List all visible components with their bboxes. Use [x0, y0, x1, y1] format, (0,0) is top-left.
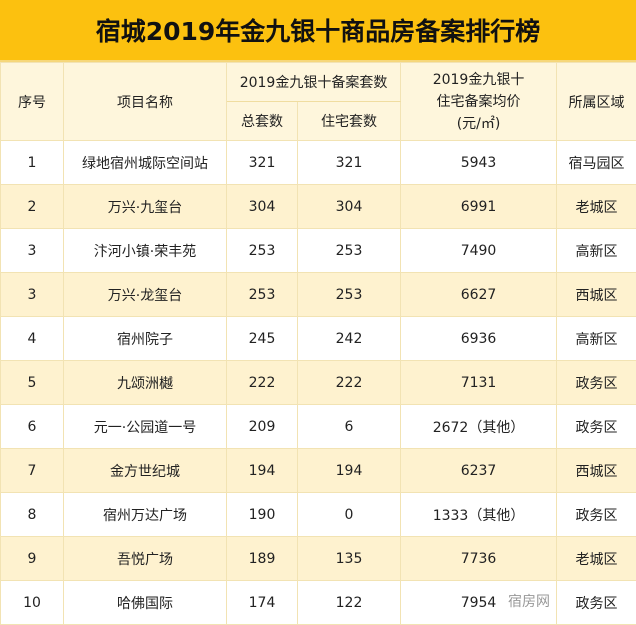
- cell-rank: 7: [0, 448, 64, 493]
- cell-residential: 304: [296, 184, 402, 229]
- header-group: 2019金九银十备案套数: [225, 62, 402, 102]
- cell-total: 321: [226, 140, 298, 185]
- header-price-line2: 住宅备案均价: [436, 93, 521, 110]
- cell-total: 209: [226, 404, 298, 449]
- table-row: 9 吾悦广场 189 135 7736 老城区: [0, 536, 636, 581]
- cell-total: 174: [226, 580, 298, 625]
- table-row: 2 万兴·九玺台 304 304 6991 老城区: [0, 184, 636, 229]
- cell-price: 7736: [400, 536, 558, 581]
- header-name: 项目名称: [63, 62, 227, 141]
- header-rank: 序号: [0, 62, 64, 141]
- cell-residential: 194: [296, 448, 402, 493]
- cell-total: 245: [226, 316, 298, 361]
- cell-price: 7131: [400, 360, 558, 405]
- ranking-table: 序号 项目名称 2019金九银十备案套数 2019金九银十 住宅备案均价 (元/㎡)…: [0, 62, 636, 625]
- header-price-line1: 2019金九银十: [432, 71, 525, 88]
- cell-district: 高新区: [556, 316, 636, 361]
- cell-total: 222: [226, 360, 298, 405]
- watermark: 宿房网: [508, 594, 550, 610]
- table-row: 6 元一·公园道一号 209 6 2672（其他） 政务区: [0, 404, 636, 449]
- cell-rank: 1: [0, 140, 64, 185]
- header-total: 总套数: [226, 101, 298, 141]
- cell-name: 万兴·龙玺台: [63, 272, 227, 317]
- page-title: 宿城2019年金九银十商品房备案排行榜: [0, 0, 636, 62]
- cell-rank: 8: [0, 492, 64, 537]
- cell-name: 吾悦广场: [63, 536, 227, 581]
- table-row: 3 汴河小镇·荣丰苑 253 253 7490 高新区: [0, 228, 636, 273]
- table-row: 5 九颂洲樾 222 222 7131 政务区: [0, 360, 636, 405]
- cell-residential: 253: [296, 228, 402, 273]
- table-row: 10 哈佛国际 174 122 7954 政务区: [0, 580, 636, 625]
- table-row: 8 宿州万达广场 190 0 1333（其他） 政务区: [0, 492, 636, 537]
- cell-district: 老城区: [556, 184, 636, 229]
- cell-residential: 135: [296, 536, 402, 581]
- cell-name: 宿州万达广场: [63, 492, 227, 537]
- table-row: 4 宿州院子 245 242 6936 高新区: [0, 316, 636, 361]
- cell-residential: 242: [296, 316, 402, 361]
- cell-rank: 2: [0, 184, 64, 229]
- cell-district: 政务区: [556, 360, 636, 405]
- cell-rank: 9: [0, 536, 64, 581]
- cell-residential: 321: [296, 140, 402, 185]
- cell-residential: 6: [296, 404, 402, 449]
- cell-district: 西城区: [556, 448, 636, 493]
- header-price-line3: (元/㎡): [456, 115, 501, 132]
- cell-total: 304: [226, 184, 298, 229]
- cell-name: 宿州院子: [63, 316, 227, 361]
- cell-rank: 5: [0, 360, 64, 405]
- cell-district: 老城区: [556, 536, 636, 581]
- cell-district: 政务区: [556, 580, 636, 625]
- cell-rank: 4: [0, 316, 64, 361]
- cell-price: 6991: [400, 184, 558, 229]
- header-residential: 住宅套数: [296, 101, 402, 141]
- cell-price: 7490: [400, 228, 558, 273]
- cell-residential: 253: [296, 272, 402, 317]
- cell-district: 西城区: [556, 272, 636, 317]
- cell-name: 万兴·九玺台: [63, 184, 227, 229]
- cell-total: 253: [226, 272, 298, 317]
- table-row: 1 绿地宿州城际空间站 321 321 5943 宿马园区: [0, 140, 636, 185]
- cell-name: 绿地宿州城际空间站: [63, 140, 227, 185]
- cell-district: 政务区: [556, 492, 636, 537]
- cell-name: 哈佛国际: [63, 580, 227, 625]
- cell-name: 九颂洲樾: [63, 360, 227, 405]
- cell-district: 宿马园区: [556, 140, 636, 185]
- cell-total: 253: [226, 228, 298, 273]
- cell-district: 高新区: [556, 228, 636, 273]
- cell-residential: 0: [296, 492, 402, 537]
- cell-total: 194: [226, 448, 298, 493]
- cell-total: 190: [226, 492, 298, 537]
- cell-rank: 10: [0, 580, 64, 625]
- cell-total: 189: [226, 536, 298, 581]
- cell-price: 5943: [400, 140, 558, 185]
- cell-rank: 6: [0, 404, 64, 449]
- cell-residential: 122: [296, 580, 402, 625]
- cell-name: 元一·公园道一号: [63, 404, 227, 449]
- cell-name: 汴河小镇·荣丰苑: [63, 228, 227, 273]
- cell-rank: 3: [0, 272, 64, 317]
- cell-name: 金方世纪城: [63, 448, 227, 493]
- table-row: 3 万兴·龙玺台 253 253 6627 西城区: [0, 272, 636, 317]
- cell-price: 6237: [400, 448, 558, 493]
- cell-price: 1333（其他）: [400, 492, 558, 537]
- cell-district: 政务区: [556, 404, 636, 449]
- header-price: 2019金九银十 住宅备案均价 (元/㎡): [400, 62, 558, 141]
- cell-price: 6627: [400, 272, 558, 317]
- cell-price: 2672（其他）: [400, 404, 558, 449]
- cell-price: 6936: [400, 316, 558, 361]
- table-row: 7 金方世纪城 194 194 6237 西城区: [0, 448, 636, 493]
- header-district: 所属区域: [556, 62, 636, 141]
- cell-rank: 3: [0, 228, 64, 273]
- cell-residential: 222: [296, 360, 402, 405]
